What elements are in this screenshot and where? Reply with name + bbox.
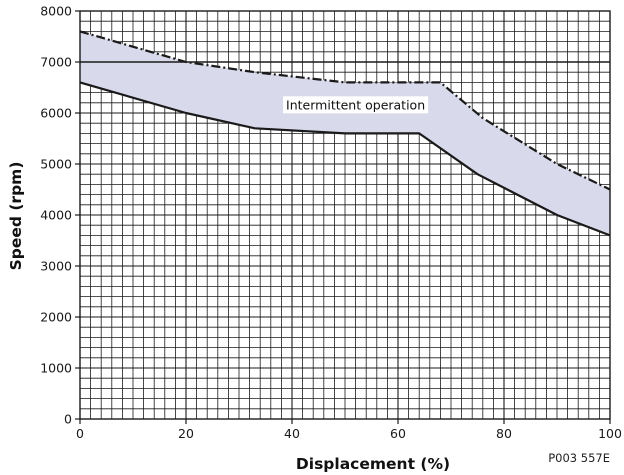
- y-tick-label: 6000: [40, 106, 72, 121]
- y-tick-label: 3000: [40, 259, 72, 274]
- x-tick-label: 0: [76, 426, 84, 441]
- x-tick-label: 40: [284, 426, 300, 441]
- x-axis-title: Displacement (%): [296, 455, 450, 473]
- x-tick-label: 100: [598, 426, 622, 441]
- annotation-intermittent-operation: Intermittent operation: [286, 97, 425, 112]
- x-tick-label: 80: [496, 426, 512, 441]
- annotation-box: [283, 96, 429, 114]
- y-tick-label: 7000: [40, 55, 72, 70]
- y-tick-label: 1000: [40, 361, 72, 376]
- chart-annotations: Intermittent operation: [283, 96, 429, 114]
- y-tick-label: 5000: [40, 157, 72, 172]
- y-axis-title: Speed (rpm): [7, 162, 25, 271]
- upper-limit-line: [79, 30, 611, 191]
- y-tick-label: 4000: [40, 208, 72, 223]
- figure-code: P003 557E: [548, 451, 610, 465]
- lower-limit-line: [79, 81, 611, 237]
- x-tick-labels: 0 20 40 60 80 100: [76, 419, 622, 441]
- y-tick-label: 8000: [40, 4, 72, 19]
- y-tick-label: 0: [64, 412, 72, 427]
- x-tick-label: 20: [178, 426, 194, 441]
- x-tick-label: 60: [390, 426, 406, 441]
- y-tick-labels: 0 1000 2000 3000 4000 5000 6000 7000 8000: [40, 4, 80, 427]
- chart-series: [79, 30, 611, 237]
- y-tick-label: 2000: [40, 310, 72, 325]
